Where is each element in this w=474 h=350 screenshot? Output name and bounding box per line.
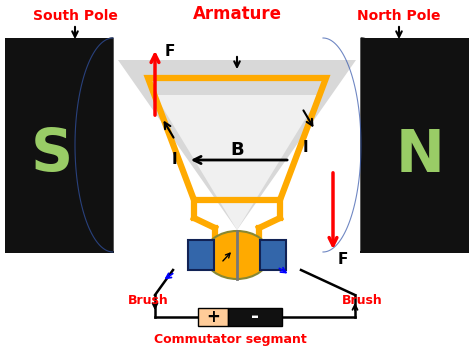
Text: B: B bbox=[230, 141, 244, 159]
Bar bbox=[260, 240, 286, 270]
Text: South Pole: South Pole bbox=[33, 9, 118, 23]
Text: North Pole: North Pole bbox=[357, 9, 441, 23]
Ellipse shape bbox=[204, 231, 270, 279]
Polygon shape bbox=[361, 38, 399, 253]
Polygon shape bbox=[237, 95, 320, 230]
Polygon shape bbox=[237, 60, 356, 230]
Bar bbox=[361, 38, 469, 253]
Text: F: F bbox=[165, 44, 175, 60]
Bar bbox=[198, 308, 228, 326]
Text: Commutator segmant: Commutator segmant bbox=[154, 334, 306, 346]
Bar bbox=[5, 38, 113, 253]
Text: S: S bbox=[31, 126, 73, 183]
Text: I: I bbox=[302, 140, 308, 155]
Bar bbox=[188, 240, 214, 270]
Bar bbox=[228, 308, 282, 326]
Text: Brush: Brush bbox=[342, 294, 383, 307]
Text: Brush: Brush bbox=[128, 294, 168, 307]
Text: Armature: Armature bbox=[192, 5, 282, 23]
Text: -: - bbox=[251, 308, 259, 327]
Text: +: + bbox=[206, 308, 220, 326]
Polygon shape bbox=[75, 38, 113, 253]
Polygon shape bbox=[155, 95, 237, 230]
Text: I: I bbox=[171, 153, 177, 168]
Text: N: N bbox=[396, 126, 445, 183]
Text: F: F bbox=[338, 252, 348, 267]
Polygon shape bbox=[118, 60, 237, 230]
